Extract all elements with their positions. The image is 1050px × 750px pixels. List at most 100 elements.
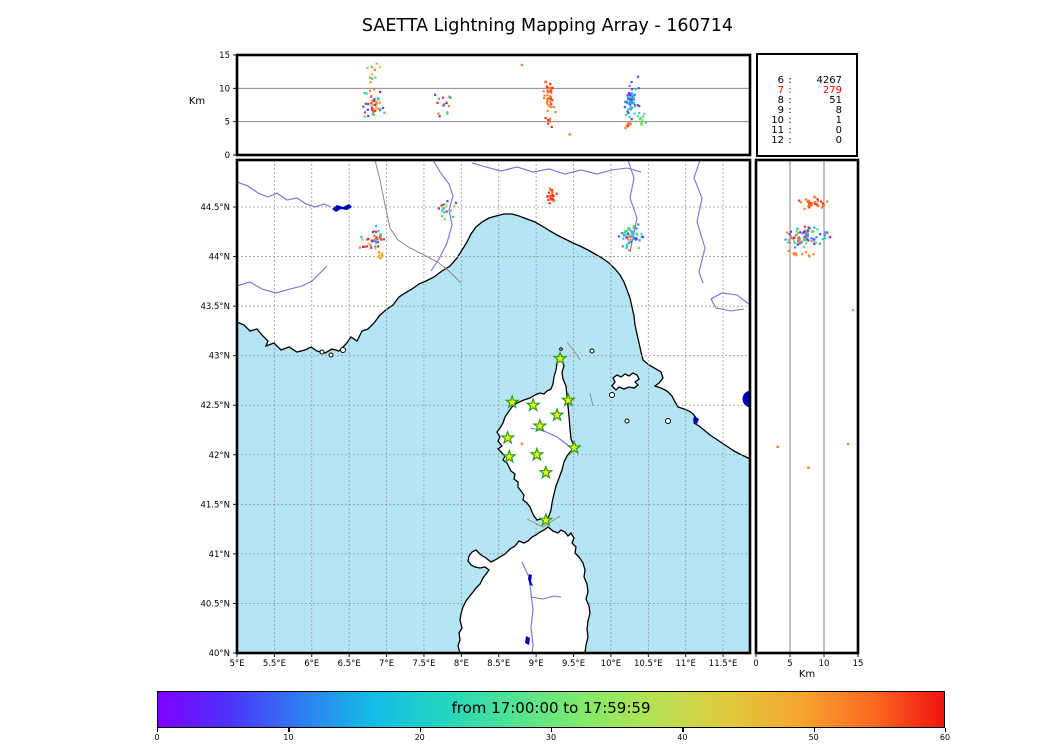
count-separator: :: [788, 125, 792, 136]
svg-text:5°E: 5°E: [229, 659, 244, 669]
svg-text:41°N: 41°N: [209, 550, 230, 560]
count-separator: :: [788, 85, 792, 96]
svg-text:0: 0: [753, 659, 758, 669]
time-colorbar: from 17:00:00 to 17:59:59 0 10 20 30 40 50 60: [154, 691, 950, 750]
svg-text:9°E: 9°E: [529, 659, 544, 669]
scatter-lon-lat: [358, 187, 645, 446]
colorbar-tickmark: [288, 728, 290, 732]
source-count-panel: 6:4267 7:279 8:51 9:8 10:1 11:0 12:0: [756, 53, 858, 157]
svg-text:41.5°N: 41.5°N: [200, 500, 230, 510]
count-level: 8: [777, 95, 784, 106]
station-star: [538, 512, 554, 527]
svg-text:42.5°N: 42.5°N: [200, 401, 230, 411]
colorbar-tickmark: [682, 728, 684, 732]
source-count-row: 11: 0: [764, 126, 856, 136]
colorbar-ticklabel: 30: [545, 733, 557, 742]
station-star: [549, 407, 565, 422]
count-separator: :: [788, 75, 792, 86]
source-count-row: 12: 0: [764, 136, 856, 146]
count-level: 9: [777, 105, 784, 116]
station-markers: [500, 350, 582, 527]
svg-text:10: 10: [819, 659, 830, 669]
svg-text:11°E: 11°E: [675, 659, 695, 669]
map-features: [237, 160, 750, 653]
svg-text:15: 15: [853, 659, 864, 669]
source-count-row: 10: 1: [764, 116, 856, 126]
svg-text:8°E: 8°E: [454, 659, 469, 669]
scatter-alt-lon: [362, 62, 648, 136]
count-level: 12: [771, 135, 784, 146]
colorbar-ticklabel: 0: [154, 733, 160, 742]
colorbar-tickmark: [551, 728, 553, 732]
colorbar-tickmark: [813, 728, 815, 732]
count-level: 6: [777, 75, 784, 86]
count-separator: :: [788, 105, 792, 116]
svg-text:10: 10: [219, 84, 230, 94]
source-count-row: 9: 8: [764, 106, 856, 116]
count-value: 0: [835, 125, 842, 136]
svg-text:9.5°E: 9.5°E: [562, 659, 585, 669]
count-value: 279: [822, 85, 842, 96]
count-separator: :: [788, 95, 792, 106]
svg-text:6.5°E: 6.5°E: [338, 659, 361, 669]
svg-text:5: 5: [225, 118, 230, 128]
svg-text:7°E: 7°E: [379, 659, 394, 669]
svg-text:5.5°E: 5.5°E: [263, 659, 286, 669]
svg-text:42°N: 42°N: [209, 451, 230, 461]
station-star: [552, 350, 568, 366]
colorbar-tickmark: [945, 728, 947, 732]
svg-text:0: 0: [225, 151, 230, 161]
colorbar-tickmark: [157, 728, 159, 732]
station-star: [525, 397, 541, 412]
source-count-row: 8: 51: [764, 96, 856, 106]
count-value: 0: [835, 135, 842, 146]
colorbar-ticklabel: 60: [939, 733, 951, 742]
svg-text:43°N: 43°N: [209, 352, 230, 362]
svg-text:43.5°N: 43.5°N: [200, 302, 230, 312]
count-level: 10: [771, 115, 784, 126]
colorbar-ticklabel: 50: [808, 733, 819, 742]
svg-text:44°N: 44°N: [209, 253, 230, 263]
panel-borders: [235, 53, 860, 655]
colorbar-gradient: from 17:00:00 to 17:59:59: [157, 691, 945, 728]
count-separator: :: [788, 115, 792, 126]
station-star: [504, 394, 520, 409]
station-star: [532, 418, 548, 433]
station-star: [501, 448, 517, 464]
svg-text:40.5°N: 40.5°N: [200, 599, 230, 609]
svg-text:10°E: 10°E: [601, 659, 621, 669]
axis-ticks: 05101544.5°N44°N43.5°N43°N42.5°N42°N41.5…: [200, 51, 863, 669]
top-panel-ylabel: Km: [189, 96, 205, 107]
svg-text:7.5°E: 7.5°E: [412, 659, 435, 669]
colorbar-ticklabel: 10: [283, 733, 294, 742]
station-star: [560, 392, 576, 407]
svg-text:8.5°E: 8.5°E: [487, 659, 510, 669]
right-panel-xlabel: Km: [799, 669, 815, 680]
count-value: 51: [829, 95, 842, 106]
colorbar-label: from 17:00:00 to 17:59:59: [451, 699, 651, 717]
source-count-row: 6: 4267: [764, 76, 856, 86]
source-count-row: 7: 279: [764, 86, 856, 96]
station-star: [566, 439, 582, 455]
count-level: 7: [777, 85, 784, 96]
count-value: 8: [835, 105, 842, 116]
svg-text:5: 5: [787, 659, 792, 669]
map-base: [237, 160, 750, 653]
svg-text:44.5°N: 44.5°N: [200, 203, 230, 213]
station-star: [529, 446, 545, 462]
count-value: 4267: [816, 75, 842, 86]
count-separator: :: [788, 135, 792, 146]
count-level: 11: [771, 125, 784, 136]
station-star: [500, 429, 516, 445]
count-value: 1: [835, 115, 842, 126]
svg-text:6°E: 6°E: [304, 659, 319, 669]
colorbar-ticklabel: 40: [677, 733, 688, 742]
svg-text:10.5°E: 10.5°E: [634, 659, 663, 669]
svg-text:11.5°E: 11.5°E: [709, 659, 738, 669]
station-star: [538, 464, 554, 480]
scatter-alt-lat: [776, 195, 855, 469]
svg-text:15: 15: [219, 51, 230, 61]
colorbar-tickmark: [419, 728, 421, 732]
